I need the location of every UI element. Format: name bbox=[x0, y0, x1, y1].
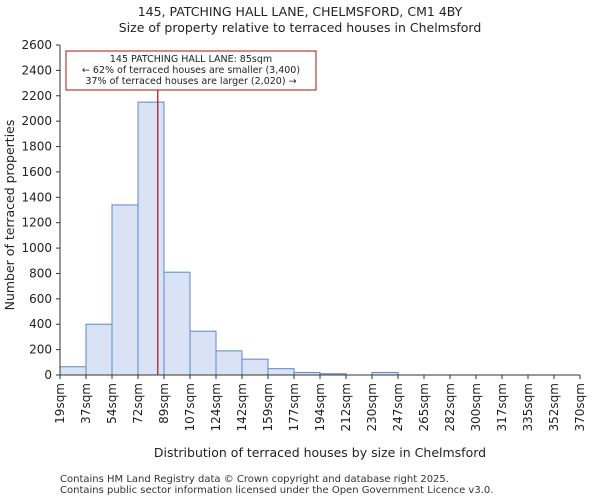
x-tick-label-194sqm: 194sqm bbox=[313, 383, 327, 431]
chart-title-address: 145, PATCHING HALL LANE, CHELMSFORD, CM1… bbox=[137, 4, 463, 19]
x-tick-label-212sqm: 212sqm bbox=[339, 383, 353, 431]
y-tick-label-400: 400 bbox=[29, 317, 52, 331]
bar-54sqm bbox=[111, 204, 139, 376]
y-tick-label-2000: 2000 bbox=[21, 114, 52, 128]
x-tick-label-89sqm: 89sqm bbox=[157, 383, 171, 424]
x-tick-label-352sqm: 352sqm bbox=[547, 383, 561, 431]
bar-37sqm bbox=[85, 323, 113, 376]
x-tick-label-142sqm: 142sqm bbox=[235, 383, 249, 431]
x-tick-label-72sqm: 72sqm bbox=[131, 383, 145, 424]
footer-licence: Contains public sector information licen… bbox=[60, 485, 494, 496]
y-tick-label-1400: 1400 bbox=[21, 190, 52, 204]
x-tick-label-230sqm: 230sqm bbox=[365, 383, 379, 431]
x-tick-label-159sqm: 159sqm bbox=[261, 383, 275, 431]
y-tick-label-1200: 1200 bbox=[21, 216, 52, 230]
x-tick-label-247sqm: 247sqm bbox=[391, 383, 405, 431]
x-tick-label-37sqm: 37sqm bbox=[79, 383, 93, 424]
x-tick-label-265sqm: 265sqm bbox=[417, 383, 431, 431]
annotation-box bbox=[65, 50, 317, 91]
bar-89sqm bbox=[163, 271, 191, 376]
annotation-line-2: ← 62% of terraced houses are smaller (3,… bbox=[82, 65, 300, 76]
bar-159sqm bbox=[267, 368, 295, 376]
x-tick-label-282sqm: 282sqm bbox=[443, 383, 457, 431]
x-tick-label-54sqm: 54sqm bbox=[105, 383, 119, 424]
property-marker-group: 145 PATCHING HALL LANE: 85sqm← 62% of te… bbox=[65, 50, 317, 375]
y-tick-label-0: 0 bbox=[44, 368, 52, 382]
annotation-line-3: 37% of terraced houses are larger (2,020… bbox=[85, 76, 296, 87]
x-tick-label-19sqm: 19sqm bbox=[53, 383, 67, 424]
annotation-line-1: 145 PATCHING HALL LANE: 85sqm bbox=[110, 54, 272, 65]
x-tick-label-370sqm: 370sqm bbox=[573, 383, 587, 431]
chart-title-subtitle: Size of property relative to terraced ho… bbox=[118, 20, 482, 35]
x-tick-label-300sqm: 300sqm bbox=[469, 383, 483, 431]
y-ticks-group: 0 200 400 600 800 1000 1200 1400 1600 1800 2000 220… bbox=[21, 38, 60, 382]
x-tick-label-124sqm: 124sqm bbox=[209, 383, 223, 431]
y-tick-label-2600: 2600 bbox=[21, 38, 52, 52]
bar-142sqm bbox=[241, 358, 269, 376]
x-ticks-group: 19sqm 37sqm 54sqm 72sqm 89sqm 107sqm 124sqm 142… bbox=[53, 375, 587, 431]
x-tick-label-335sqm: 335sqm bbox=[521, 383, 535, 431]
footer-copyright: Contains HM Land Registry data © Crown c… bbox=[60, 474, 449, 485]
y-tick-label-1800: 1800 bbox=[21, 140, 52, 154]
y-tick-label-800: 800 bbox=[29, 266, 52, 280]
bars-group bbox=[59, 101, 399, 376]
y-tick-label-1600: 1600 bbox=[21, 165, 52, 179]
x-tick-label-107sqm: 107sqm bbox=[183, 383, 197, 431]
x-axis-label: Distribution of terraced houses by size … bbox=[154, 445, 486, 460]
y-tick-label-1000: 1000 bbox=[21, 241, 52, 255]
bar-19sqm bbox=[59, 366, 87, 376]
bar-107sqm bbox=[189, 330, 217, 376]
y-tick-label-2200: 2200 bbox=[21, 89, 52, 103]
y-tick-label-600: 600 bbox=[29, 292, 52, 306]
bar-72sqm bbox=[137, 101, 165, 376]
x-tick-label-177sqm: 177sqm bbox=[287, 383, 301, 431]
x-tick-label-317sqm: 317sqm bbox=[495, 383, 509, 431]
y-tick-label-200: 200 bbox=[29, 343, 52, 357]
y-tick-label-2400: 2400 bbox=[21, 63, 52, 77]
bar-124sqm bbox=[215, 350, 243, 376]
y-axis-label: Number of terraced properties bbox=[2, 120, 17, 311]
